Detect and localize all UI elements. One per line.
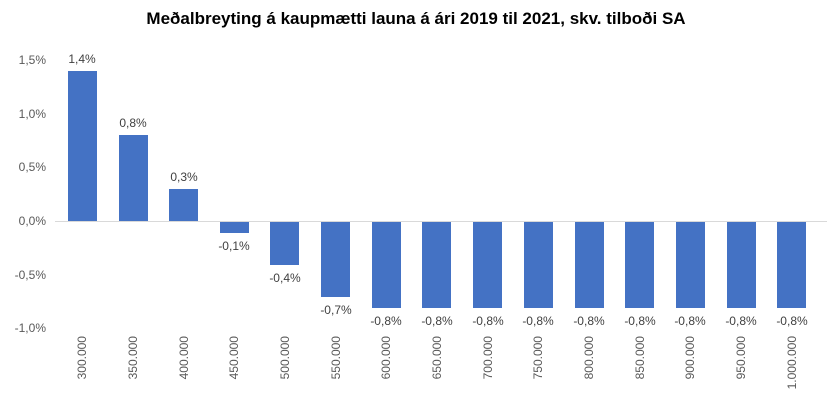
bar bbox=[270, 222, 299, 265]
x-axis-category-label: 1.000.000 bbox=[785, 336, 799, 390]
bar bbox=[68, 71, 97, 221]
bar bbox=[372, 222, 401, 308]
x-axis-category-label: 500.000 bbox=[278, 336, 292, 380]
bar bbox=[625, 222, 654, 308]
x-axis-category-label: 650.000 bbox=[430, 336, 444, 380]
y-axis-tick-label: 0,5% bbox=[18, 160, 46, 174]
y-axis-tick-label: -0,5% bbox=[14, 268, 46, 282]
x-axis-category-label: 750.000 bbox=[531, 336, 545, 380]
bar-value-label: -0,8% bbox=[624, 314, 656, 328]
x-axis-line bbox=[55, 221, 827, 222]
x-axis-category-label: 900.000 bbox=[683, 336, 697, 380]
bar-value-label: -0,8% bbox=[522, 314, 554, 328]
bar-value-label: 0,3% bbox=[170, 170, 198, 184]
chart-title: Meðalbreyting á kaupmætti launa á ári 20… bbox=[146, 9, 686, 28]
x-axis-category-label: 550.000 bbox=[329, 336, 343, 380]
x-axis-category-label: 700.000 bbox=[481, 336, 495, 380]
bar-value-label: 1,4% bbox=[68, 52, 96, 66]
bar-value-label: -0,8% bbox=[573, 314, 605, 328]
bar bbox=[575, 222, 604, 308]
bar-value-label: -0,8% bbox=[421, 314, 453, 328]
bar-value-label: 0,8% bbox=[119, 116, 147, 130]
bar bbox=[777, 222, 806, 308]
x-axis-category-label: 600.000 bbox=[379, 336, 393, 380]
bar bbox=[321, 222, 350, 297]
bar-value-label: -0,8% bbox=[674, 314, 706, 328]
bar-value-label: -0,8% bbox=[472, 314, 504, 328]
bar-value-label: -0,4% bbox=[269, 271, 301, 285]
bar-value-label: -0,8% bbox=[776, 314, 808, 328]
x-axis-category-label: 450.000 bbox=[227, 336, 241, 380]
x-axis-category-label: 850.000 bbox=[633, 336, 647, 380]
bar bbox=[169, 189, 198, 221]
x-axis-category-label: 350.000 bbox=[126, 336, 140, 380]
bar bbox=[727, 222, 756, 308]
x-axis-category-label: 300.000 bbox=[75, 336, 89, 380]
x-axis-category-label: 950.000 bbox=[734, 336, 748, 380]
bar bbox=[676, 222, 705, 308]
bar bbox=[473, 222, 502, 308]
x-axis-category-label: 400.000 bbox=[177, 336, 191, 380]
y-axis-tick-label: 0,0% bbox=[18, 214, 46, 228]
bar bbox=[524, 222, 553, 308]
bar bbox=[119, 135, 148, 221]
bar-value-label: -0,7% bbox=[320, 303, 352, 317]
y-axis-tick-label: 1,0% bbox=[18, 107, 46, 121]
bar-value-label: -0,8% bbox=[370, 314, 402, 328]
x-axis-category-label: 800.000 bbox=[582, 336, 596, 380]
bar bbox=[422, 222, 451, 308]
y-axis-tick-label: -1,0% bbox=[14, 321, 46, 335]
bar-value-label: -0,1% bbox=[218, 239, 250, 253]
bar bbox=[220, 222, 249, 233]
y-axis-tick-label: 1,5% bbox=[18, 53, 46, 67]
bar-value-label: -0,8% bbox=[725, 314, 757, 328]
